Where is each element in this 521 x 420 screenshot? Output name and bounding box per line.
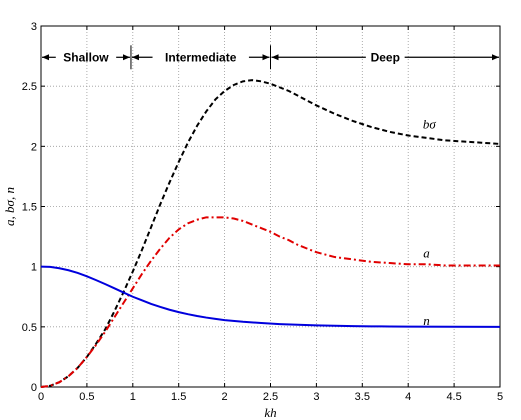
grid: [41, 26, 500, 387]
y-tick-label: 2: [31, 141, 37, 153]
x-tick-label: 5: [497, 391, 503, 403]
x-tick-label: 1: [130, 391, 136, 403]
series-line-b-sigma: [40, 79, 501, 388]
series-lines: [40, 79, 501, 388]
region-label: Intermediate: [165, 50, 237, 64]
y-tick-label: 1.5: [22, 202, 37, 214]
series-line-n: [40, 265, 501, 328]
y-tick-label: 0: [31, 382, 37, 394]
x-tick-label: 4: [405, 391, 411, 403]
series-label-n: n: [423, 313, 430, 328]
region-annotations: Shallow Intermediate Deep: [42, 45, 499, 70]
series-label-a: a: [423, 245, 430, 260]
x-tick-label: 0.5: [79, 391, 94, 403]
series-labels: bσ a n: [423, 117, 437, 328]
x-axis-label: kh: [264, 405, 276, 420]
x-tick-label: 2: [222, 391, 228, 403]
y-tick-label: 0.5: [22, 322, 37, 334]
y-axis-label: a, bσ, n: [2, 187, 17, 226]
series-line-a: [40, 216, 500, 388]
region-label: Shallow: [63, 50, 109, 64]
x-tick-label: 2.5: [263, 391, 278, 403]
x-tick-label: 0: [38, 391, 44, 403]
region-label: Deep: [371, 50, 400, 64]
series-label-b-sigma: bσ: [423, 117, 437, 132]
y-tick-label: 1: [31, 262, 37, 274]
y-tick-label: 2.5: [22, 81, 37, 93]
x-tick-label: 4.5: [446, 391, 461, 403]
x-tick-label: 3: [313, 391, 319, 403]
x-tick-label: 1.5: [171, 391, 186, 403]
axis-ticks: 0 0.5 1 1.5 2 2.5 3 3.5 4 4.5 5 0 0.5 1 1.5 2 2.5 3: [22, 21, 503, 403]
x-tick-label: 3.5: [355, 391, 370, 403]
y-tick-label: 3: [31, 21, 37, 33]
